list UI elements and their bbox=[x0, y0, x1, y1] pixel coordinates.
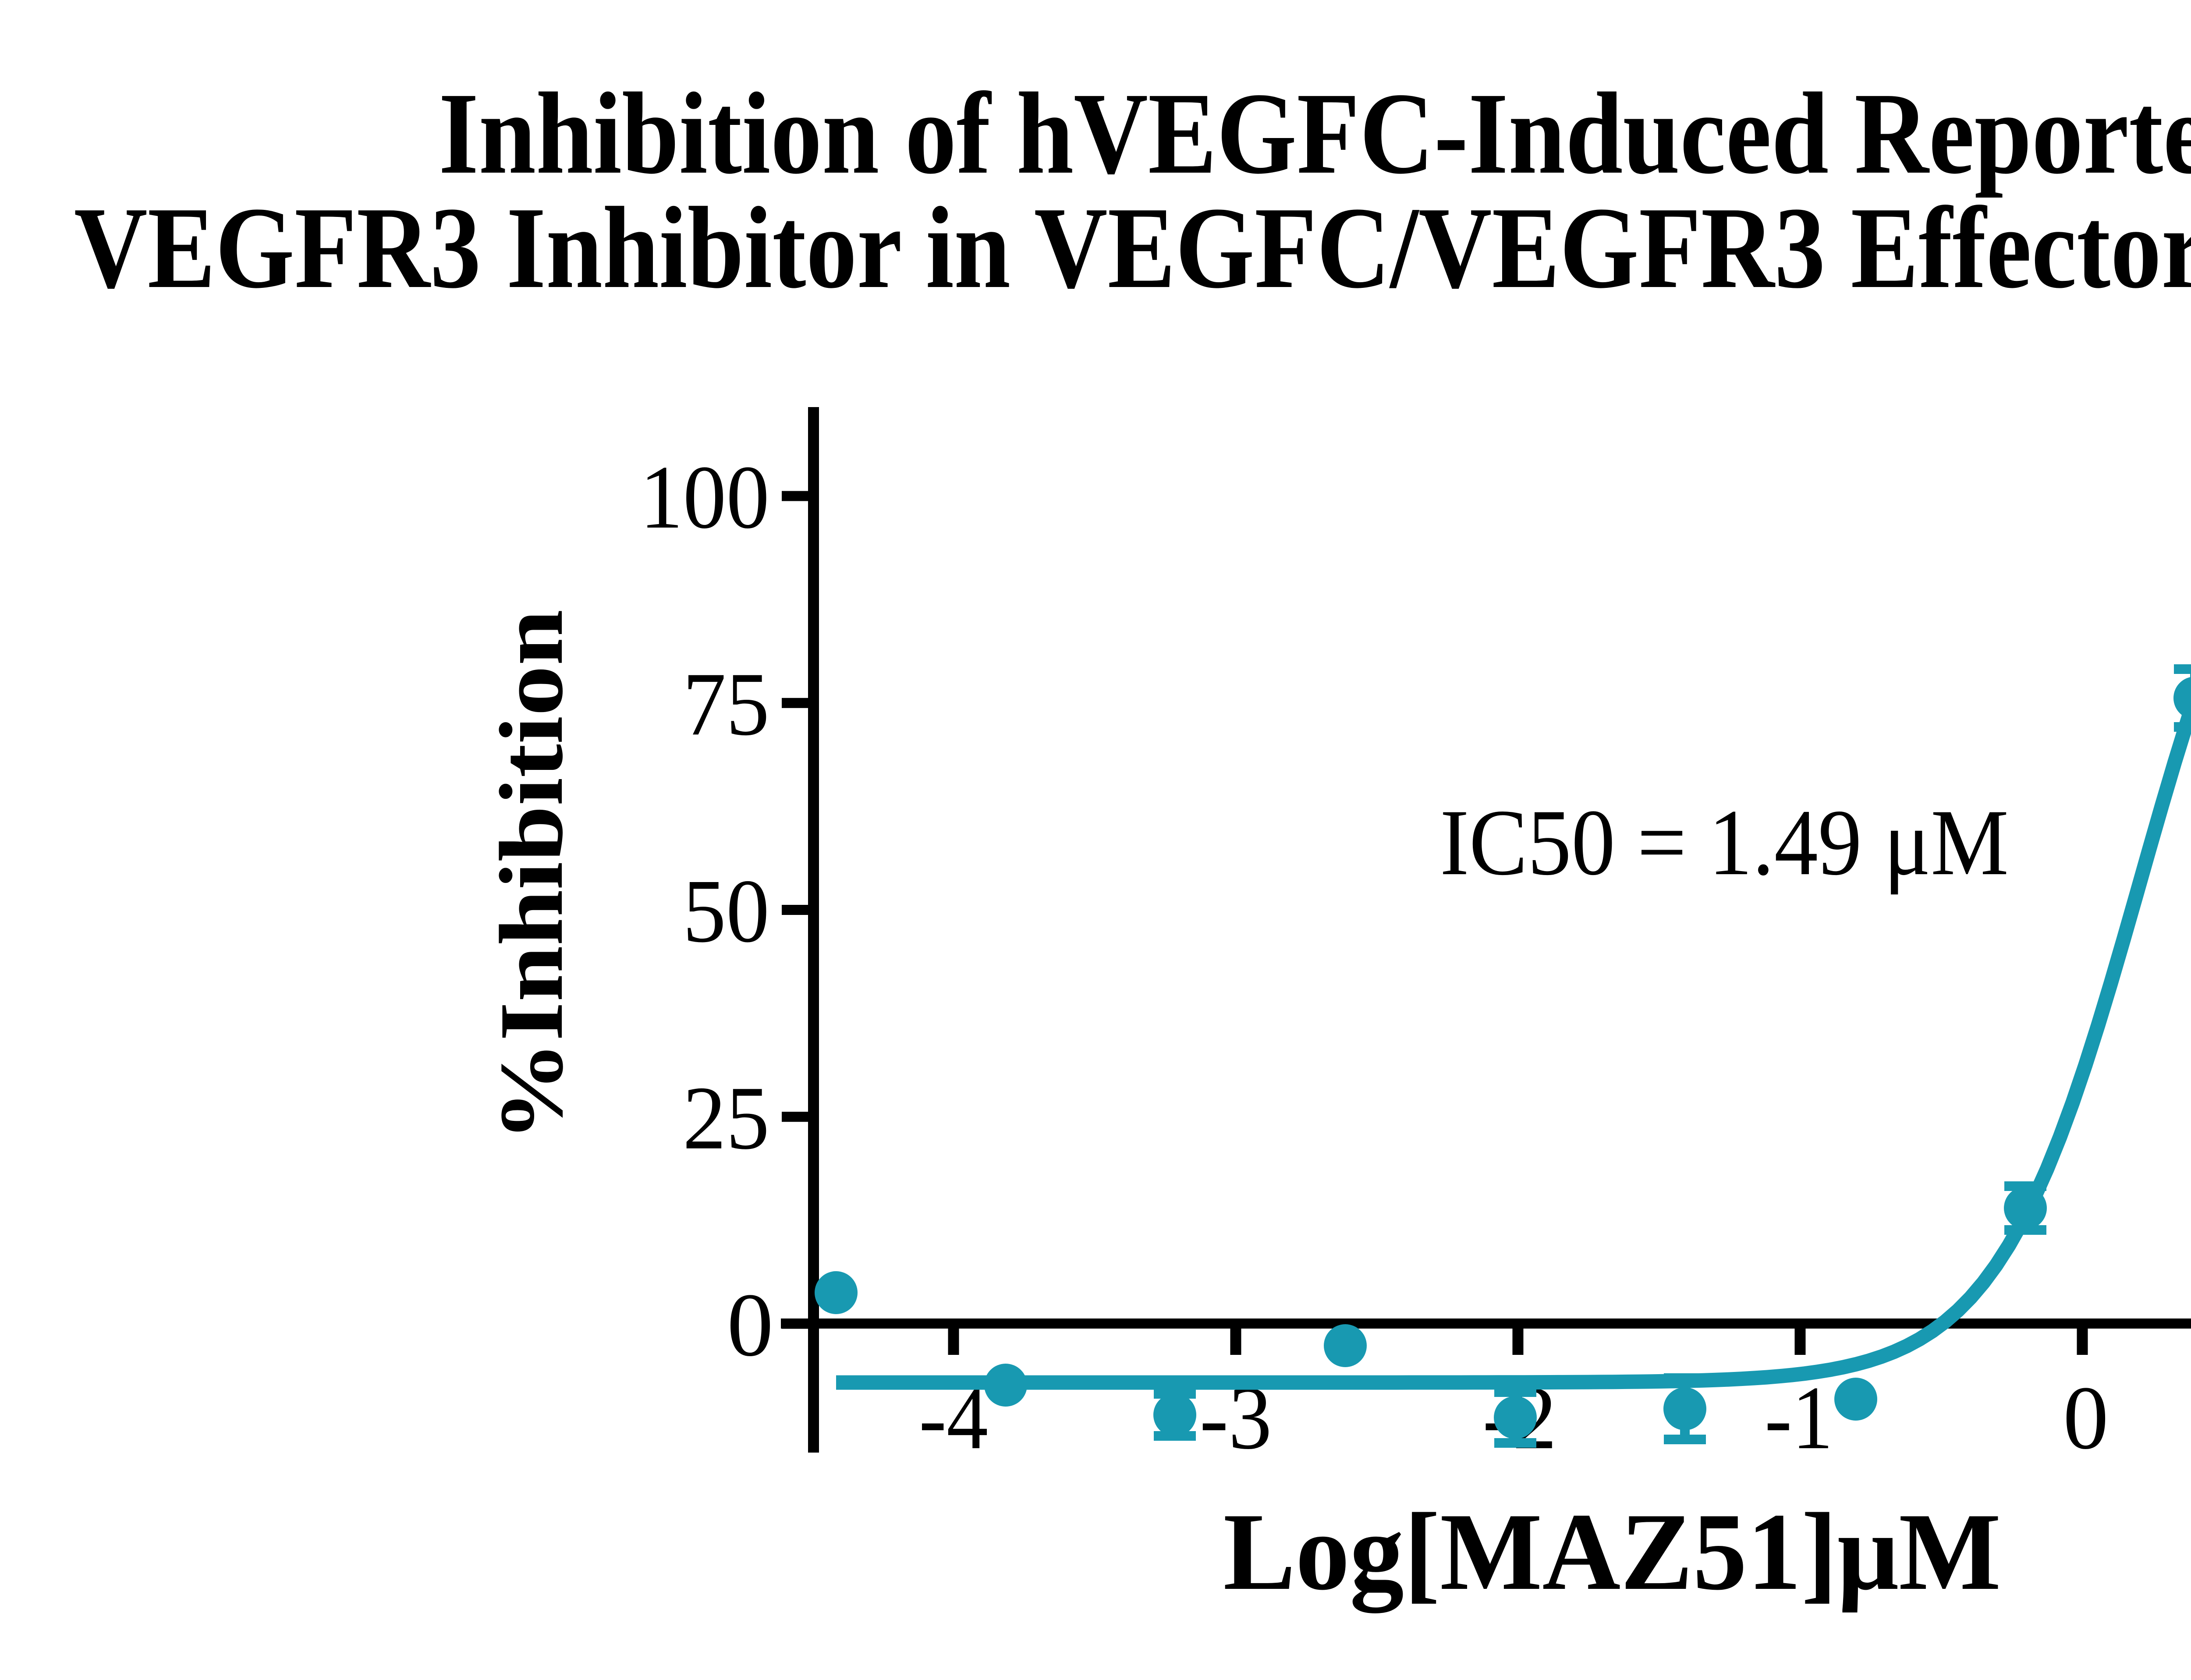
svg-text:50: 50 bbox=[683, 861, 769, 961]
svg-text:-1: -1 bbox=[1765, 1368, 1833, 1468]
svg-text:25: 25 bbox=[683, 1068, 769, 1168]
svg-text:0: 0 bbox=[727, 1275, 773, 1375]
svg-text:%Inhibition: %Inhibition bbox=[481, 610, 581, 1142]
svg-text:VEGFR3 Inhibitor in VEGFC/VEGF: VEGFR3 Inhibitor in VEGFC/VEGFR3 Effecto… bbox=[74, 183, 2191, 312]
svg-text:75: 75 bbox=[683, 654, 769, 754]
svg-text:0: 0 bbox=[2063, 1368, 2109, 1468]
svg-text:100: 100 bbox=[640, 447, 769, 547]
svg-text:IC50 = 1.49 μM: IC50 = 1.49 μM bbox=[1440, 790, 2009, 895]
svg-text:Log[MAZ51]μM: Log[MAZ51]μM bbox=[1223, 1490, 2001, 1613]
svg-text:Inhibition of hVEGFC-Induced R: Inhibition of hVEGFC-Induced Reporter Ac… bbox=[439, 68, 2191, 198]
